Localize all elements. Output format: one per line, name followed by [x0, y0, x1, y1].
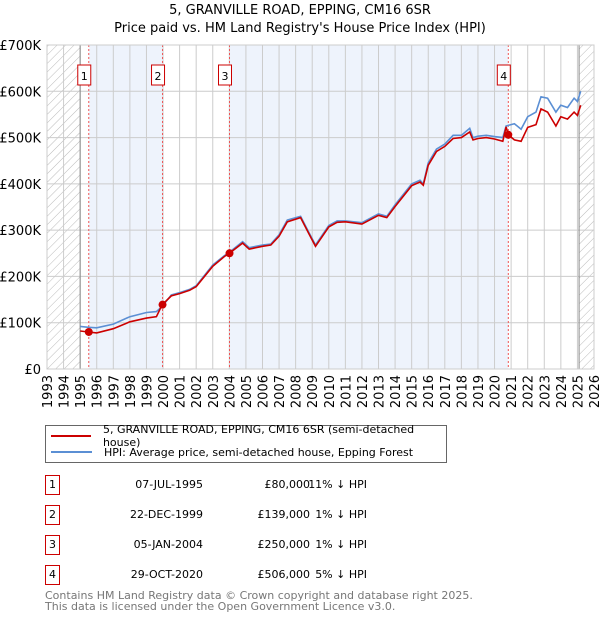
footer: Contains HM Land Registry data © Crown c… — [45, 590, 473, 612]
x-tick-label: 2022 — [522, 375, 537, 408]
footer-line1: Contains HM Land Registry data © Crown c… — [45, 589, 473, 602]
x-tick-label: 2012 — [356, 375, 371, 408]
sale-label-box — [151, 64, 166, 86]
x-tick-label: 2003 — [207, 375, 222, 408]
price-chart: £0 £100K £200K £300K £400K £500K £600K £700K 199… — [0, 39, 600, 408]
chart-subtitle: Price paid vs. HM Land Registry's House … — [114, 21, 486, 36]
price-paid-line — [80, 104, 582, 334]
hpi-line — [80, 91, 582, 329]
sale-label-box — [217, 64, 232, 86]
hpi-diff: 1% ↓ HPI — [315, 538, 367, 551]
x-tick-label: 2026 — [588, 375, 600, 408]
sale-date: 05-JAN-2004 — [133, 538, 203, 551]
sale-point — [504, 130, 513, 139]
no-data-hatch — [579, 45, 594, 369]
y-tick-label: £0 — [24, 363, 41, 378]
sale-number-badge: 3 — [45, 535, 60, 555]
sale-number-badge: 4 — [45, 565, 60, 585]
x-tick-label: 2025 — [571, 375, 586, 408]
sale-number-badge: 1 — [45, 475, 60, 495]
x-tick-label: 1999 — [140, 375, 155, 408]
legend-red-label: 5, GRANVILLE ROAD, EPPING, CM16 6SR (sem… — [102, 423, 415, 449]
hpi-diff: 5% ↓ HPI — [315, 568, 367, 581]
sale-date: 29-OCT-2020 — [130, 568, 203, 581]
x-tick-label: 2008 — [290, 375, 305, 408]
transaction-row: 4 29-OCT-2020 £506,000 5% ↓ HPI — [45, 565, 445, 585]
x-tick-label: 2004 — [223, 375, 238, 408]
x-tick-label: 1993 — [41, 375, 56, 408]
y-tick-label: £200K — [0, 270, 41, 285]
x-tick-label: 2023 — [538, 375, 553, 408]
sale-label: 3 — [221, 70, 228, 83]
sale-date: 22-DEC-1999 — [129, 508, 203, 521]
x-tick-label: 2014 — [389, 375, 404, 408]
x-tick-label: 1994 — [58, 375, 73, 408]
x-tick-label: 2021 — [505, 375, 520, 408]
sale-point — [225, 249, 234, 258]
x-tick-label: 1995 — [74, 375, 89, 408]
x-tick-label: 2019 — [472, 375, 487, 408]
sale-date: 07-JUL-1995 — [135, 478, 203, 491]
x-tick-label: 2006 — [256, 375, 271, 408]
y-tick-label: £500K — [0, 132, 41, 147]
x-tick-label: 1997 — [107, 375, 122, 408]
y-tick-label: £100K — [0, 317, 41, 332]
transaction-row: 3 05-JAN-2004 £250,000 1% ↓ HPI — [45, 535, 445, 555]
x-tick-label: 2005 — [240, 375, 255, 408]
x-tick-label: 2007 — [273, 375, 288, 408]
sale-label-box — [496, 64, 511, 86]
sale-number-badge: 2 — [45, 505, 60, 525]
x-tick-label: 2016 — [422, 375, 437, 408]
sale-label: 2 — [155, 70, 162, 83]
transaction-row: 2 22-DEC-1999 £139,000 1% ↓ HPI — [45, 505, 445, 525]
x-tick-label: 2001 — [174, 375, 189, 408]
x-tick-label: 2011 — [339, 375, 354, 408]
x-tick-label: 2015 — [406, 375, 421, 408]
sale-price: £506,000 — [257, 568, 311, 581]
y-tick-label: £300K — [0, 224, 41, 239]
legend-red-swatch — [51, 435, 91, 437]
sale-point — [158, 300, 167, 309]
legend-blue-label: HPI: Average price, semi-detached house,… — [104, 445, 414, 459]
hpi-diff: 11% ↓ HPI — [308, 478, 367, 491]
x-tick-label: 1998 — [124, 375, 139, 408]
legend: 5, GRANVILLE ROAD, EPPING, CM16 6SR (sem… — [45, 423, 447, 463]
hpi-diff: 1% ↓ HPI — [315, 508, 367, 521]
y-tick-label: £400K — [0, 178, 41, 193]
footer-line2: This data is licensed under the Open Gov… — [45, 600, 396, 613]
chart-title: 5, GRANVILLE ROAD, EPPING, CM16 6SR — [169, 3, 431, 18]
x-tick-label: 2002 — [190, 375, 205, 408]
x-tick-label: 1996 — [91, 375, 106, 408]
sale-point — [84, 327, 93, 336]
x-tick-label: 2017 — [439, 375, 454, 408]
legend-blue-swatch — [51, 451, 92, 453]
y-tick-label: £600K — [0, 85, 41, 100]
x-tick-label: 2024 — [555, 375, 570, 408]
sale-price: £139,000 — [257, 508, 311, 521]
x-tick-label: 2018 — [455, 375, 470, 408]
x-tick-label: 2020 — [489, 375, 504, 408]
x-tick-label: 2009 — [306, 375, 321, 408]
sale-price: £250,000 — [257, 538, 311, 551]
ownership-band — [229, 45, 509, 369]
sale-price: £80,000 — [264, 478, 311, 491]
sale-label: 4 — [500, 70, 507, 83]
y-tick-label: £700K — [0, 39, 41, 54]
x-tick-label: 2000 — [157, 375, 172, 408]
transaction-row: 1 07-JUL-1995 £80,000 11% ↓ HPI — [45, 475, 445, 495]
sale-label-box — [77, 64, 92, 86]
x-tick-label: 2013 — [373, 375, 388, 408]
x-tick-label: 2010 — [323, 375, 338, 408]
plot-border — [46, 44, 595, 370]
ownership-band — [88, 45, 163, 369]
sale-label: 1 — [81, 70, 88, 83]
